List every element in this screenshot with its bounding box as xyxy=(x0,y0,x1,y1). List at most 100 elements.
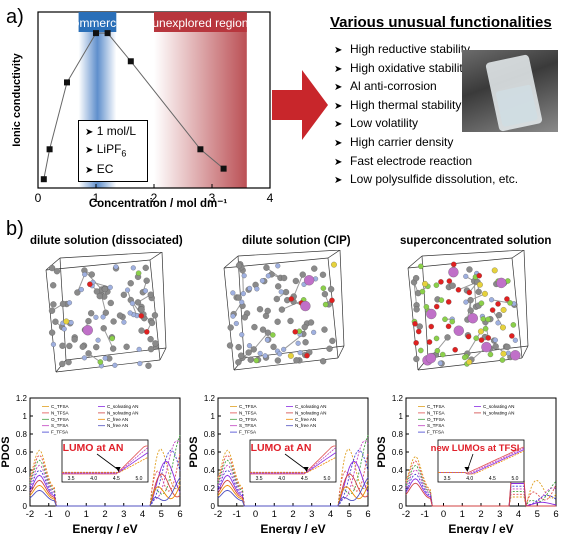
atom xyxy=(63,318,70,325)
atom xyxy=(281,346,287,352)
atom xyxy=(426,339,433,345)
simulation-box-edge xyxy=(339,250,345,347)
pdos-series xyxy=(405,480,556,507)
atom xyxy=(415,328,422,335)
y-tick-label: 0.2 xyxy=(16,484,28,493)
atom xyxy=(241,273,247,279)
atom xyxy=(65,359,72,366)
legend-item-salt: ➤ LiPF6 xyxy=(85,142,127,159)
panel-b-label: b) xyxy=(6,218,24,240)
atom xyxy=(466,359,473,365)
atom xyxy=(239,299,245,305)
atom xyxy=(440,351,446,358)
atom xyxy=(412,321,418,327)
functionality-item: ➤ Low volatility xyxy=(334,115,518,134)
bond xyxy=(76,274,86,293)
legend-label: N_free AN xyxy=(295,423,316,428)
atom xyxy=(509,333,515,339)
atom xyxy=(107,299,114,307)
y-tick-label: 1 xyxy=(23,412,28,421)
atom xyxy=(304,352,310,359)
atom xyxy=(320,285,327,291)
data-point xyxy=(127,58,134,65)
y-tick-label: 0.4 xyxy=(16,466,28,475)
atom xyxy=(452,347,458,353)
atom xyxy=(123,343,130,350)
atom xyxy=(148,319,156,327)
x-tick-label: 2 xyxy=(151,191,158,205)
atom xyxy=(130,265,136,271)
atom xyxy=(88,310,95,317)
x-tick-label: -1 xyxy=(421,509,429,520)
atom xyxy=(476,272,482,279)
simulation-box-edge xyxy=(45,259,151,271)
bullet-arrow-icon: ➤ xyxy=(334,175,343,187)
y-tick-label: 1.2 xyxy=(392,394,404,403)
atom xyxy=(263,264,270,271)
legend-item-solvent: ➤ EC xyxy=(85,162,114,177)
inset-tick-label: 4.5 xyxy=(489,476,496,482)
y-axis-label: PDOS xyxy=(188,436,200,467)
atom xyxy=(79,343,86,350)
atom xyxy=(288,296,295,302)
atom xyxy=(282,288,290,296)
atom xyxy=(247,356,254,363)
atom xyxy=(329,337,336,345)
x-tick-label: 4 xyxy=(267,191,274,205)
atom xyxy=(262,353,268,359)
atom xyxy=(437,360,443,366)
atom xyxy=(270,332,276,338)
atom xyxy=(413,306,420,313)
atom xyxy=(52,318,59,325)
atom xyxy=(321,290,329,298)
data-point xyxy=(220,165,227,172)
inset-tick-label: 3.5 xyxy=(256,476,263,482)
bond xyxy=(492,309,504,328)
atom xyxy=(295,340,301,346)
atom xyxy=(438,279,444,285)
atom xyxy=(444,334,451,341)
atom xyxy=(142,264,149,272)
atom xyxy=(138,327,145,334)
atom xyxy=(467,307,474,314)
atom xyxy=(292,277,300,285)
x-tick-label: -2 xyxy=(214,509,222,520)
simulation-box-edge xyxy=(159,347,167,361)
atom xyxy=(433,282,440,288)
structure-title-2: dilute solution (CIP) xyxy=(242,235,351,247)
atom xyxy=(245,349,252,356)
atom xyxy=(96,292,103,300)
atom xyxy=(510,350,521,361)
atom xyxy=(264,337,270,343)
atom xyxy=(319,271,327,278)
atom xyxy=(61,326,67,332)
atom xyxy=(235,294,242,301)
atom xyxy=(465,333,472,340)
annotation-arrowhead xyxy=(115,467,121,472)
atom xyxy=(246,343,253,349)
legend-label: O_TFSA xyxy=(51,417,70,422)
y-tick-label: 0.8 xyxy=(204,430,216,439)
y-axis-label: PDOS xyxy=(0,436,12,467)
atom xyxy=(495,311,503,319)
atom xyxy=(304,275,315,286)
atom xyxy=(143,277,150,284)
inset-series xyxy=(62,456,149,474)
atom xyxy=(138,306,145,313)
x-tick-label: -1 xyxy=(45,509,53,520)
y-tick-label: 1 xyxy=(399,412,404,421)
atom xyxy=(278,306,286,313)
legend-label: O_TFSA xyxy=(239,417,258,422)
atom xyxy=(463,299,469,305)
inset-tick-label: 4.5 xyxy=(113,476,120,482)
bullet-arrow-icon: ➤ xyxy=(334,45,343,56)
atom xyxy=(145,362,152,369)
y-tick-label: 0.6 xyxy=(16,448,28,457)
x-tick-label: 4 xyxy=(516,509,521,520)
atom xyxy=(273,295,280,303)
atom xyxy=(100,325,107,332)
functionality-item: ➤ High carrier density xyxy=(334,134,518,153)
conductivity-legend: ➤ 1 mol/L ➤ LiPF6 ➤ EC xyxy=(78,120,148,183)
x-tick-label: -1 xyxy=(233,509,241,520)
atom xyxy=(327,286,335,293)
